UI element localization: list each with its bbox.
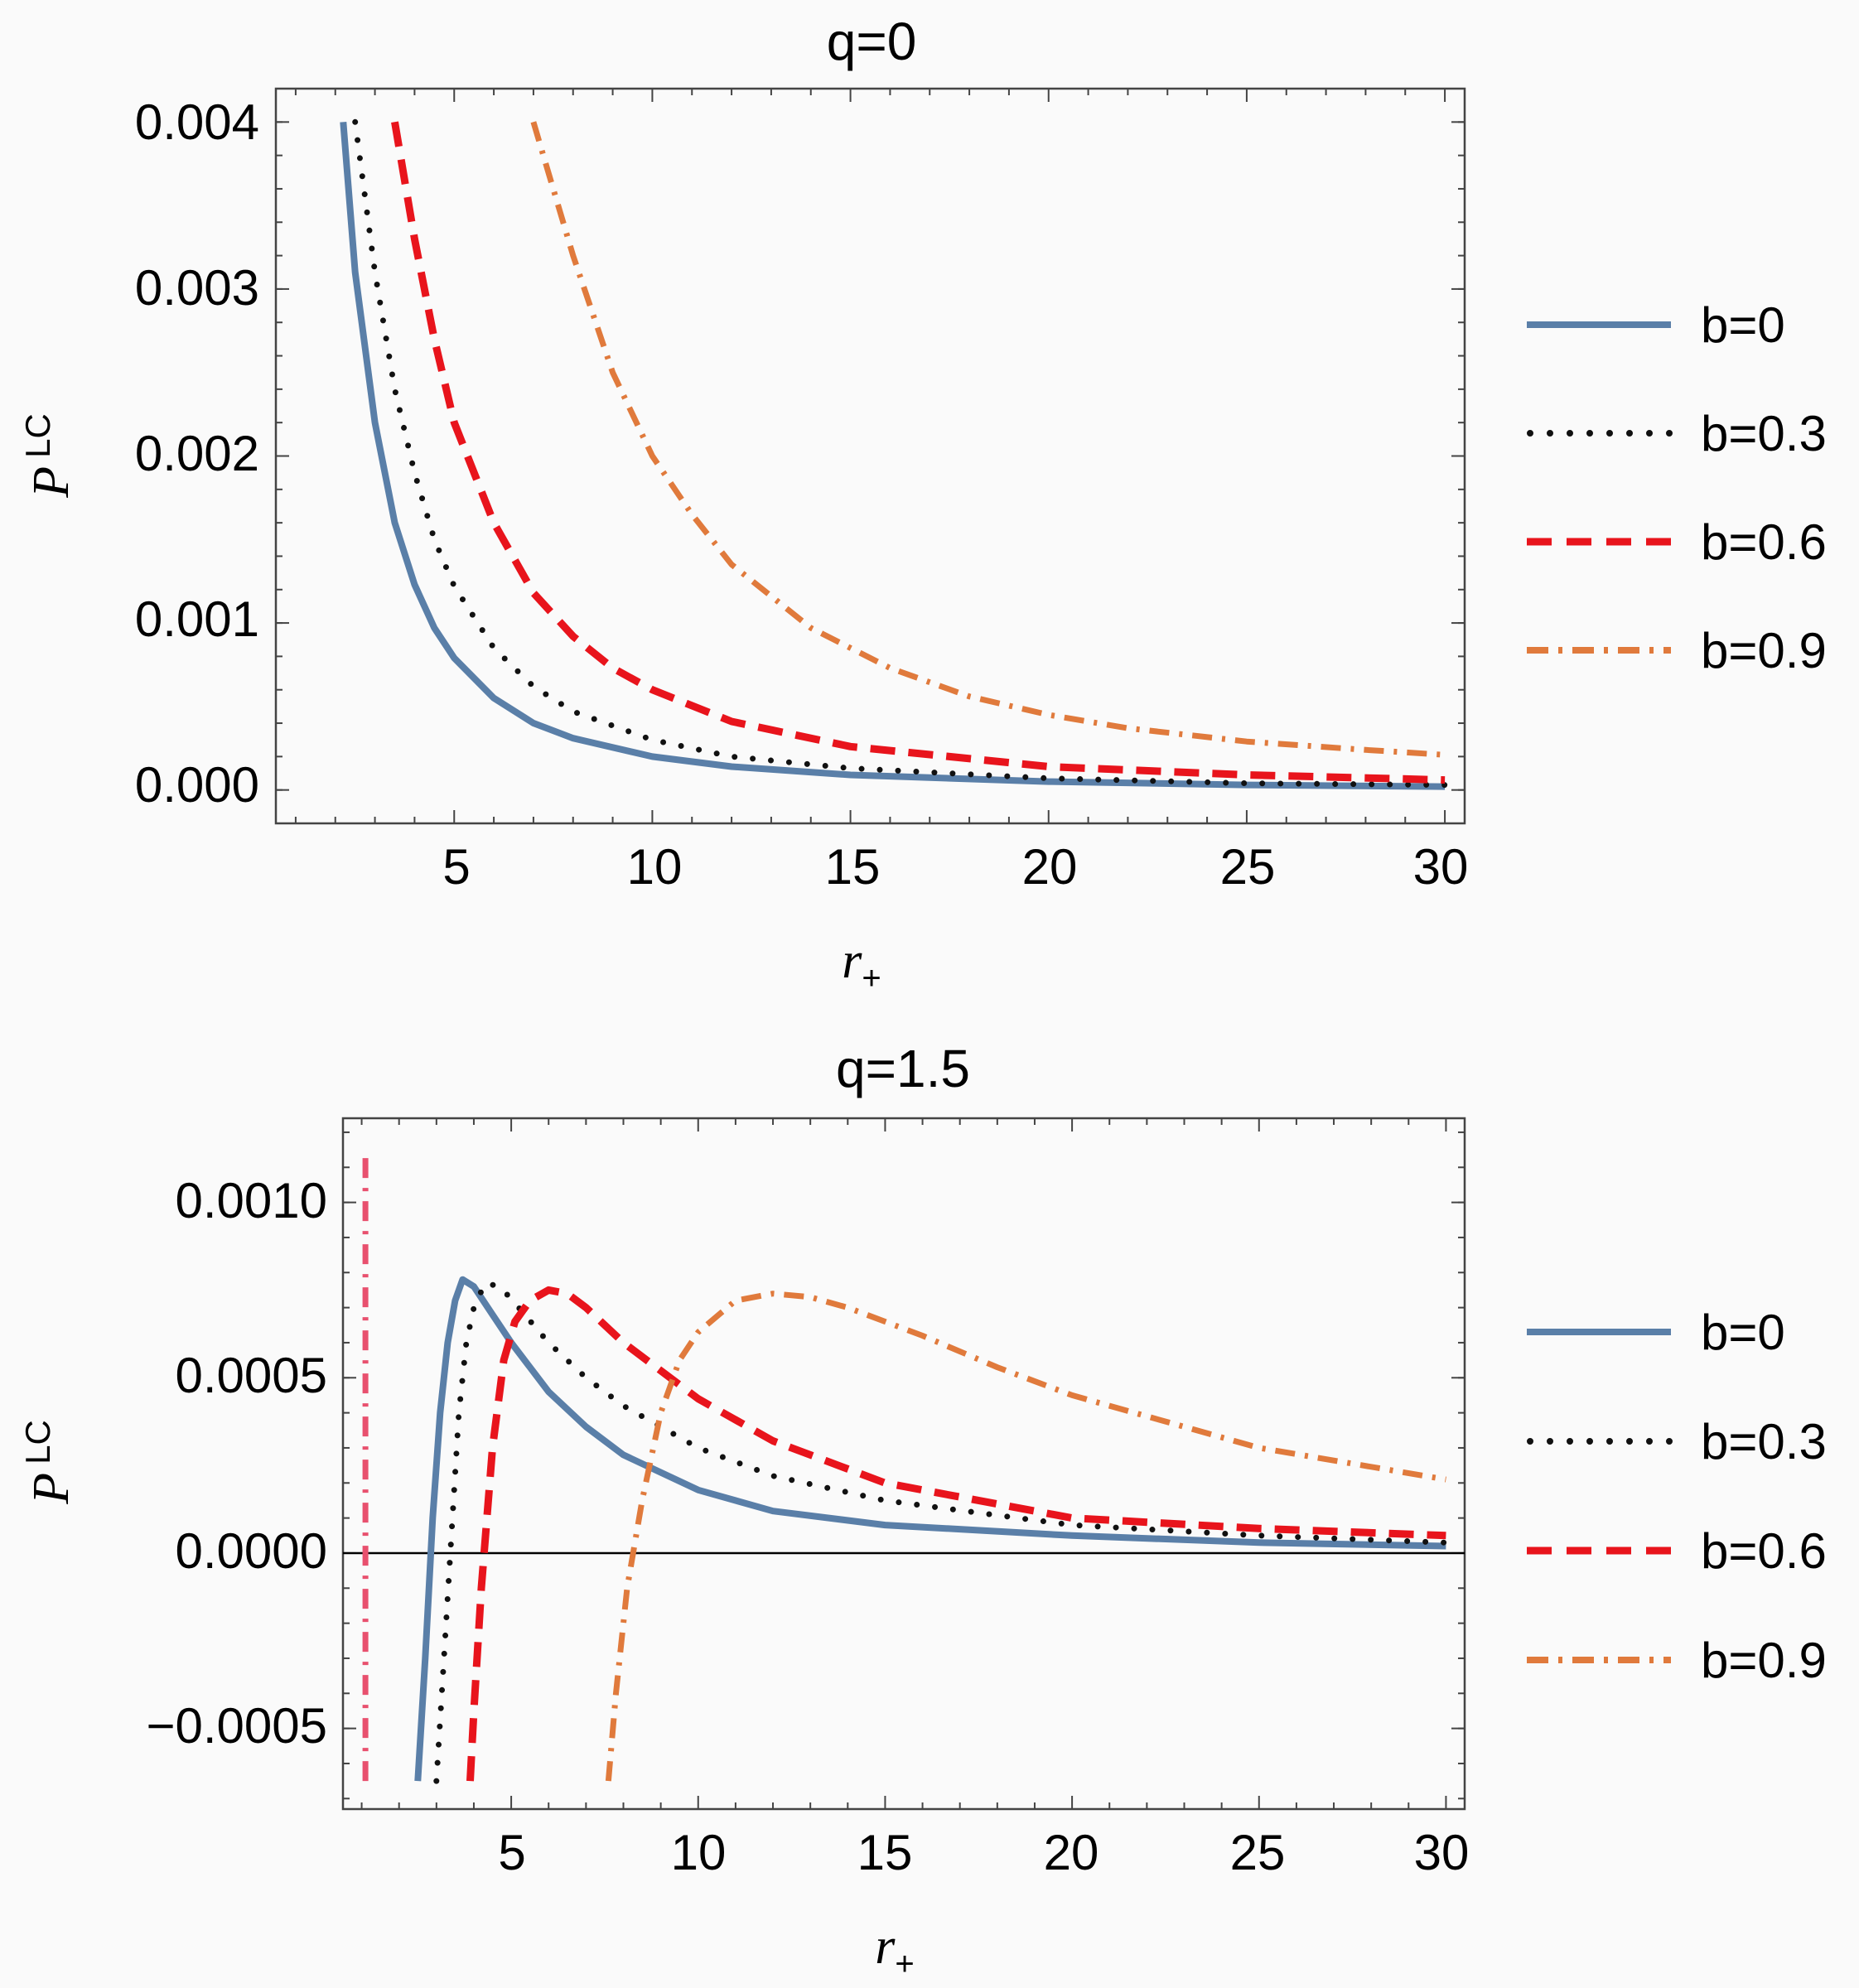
legend: b=0 b=0.3 b=0.6 b=0.9 [1527,1305,1827,1688]
plot-frame [341,1117,1466,1811]
y-tick-label: 0.000 [135,757,259,813]
legend-label: b=0.3 [1701,1414,1827,1469]
x-axis-label-sub: + [895,1946,914,1982]
y-tick-label: 0.003 [135,260,259,316]
chart-panel-q0: q=0 0.004 0.003 0.002 0.001 0.000 5 10 1… [18,12,1827,996]
x-axis-label: r+ [875,1918,915,1982]
x-tick-label: 5 [498,1825,525,1880]
y-axis-label: P LC [18,413,80,499]
tick-marks [276,89,1465,824]
series-group [362,1150,1449,1784]
x-axis-label-main: r [842,933,862,989]
legend-label: b=0.3 [1701,406,1827,461]
legend-label: b=0.9 [1701,1633,1827,1688]
tick-marks [343,1118,1465,1809]
y-tick-label: 0.002 [135,426,259,481]
y-axis-label-sup: LC [18,413,57,458]
x-tick-label: 10 [671,1825,727,1880]
x-tick-label: 20 [1022,839,1078,895]
series-line-b-0-3 [433,1280,1449,1784]
y-tick-label: 0.004 [135,94,259,150]
x-tick-label: 25 [1230,1825,1286,1880]
chart-panel-q1-5: q=1.5 0.0010 0.0005 0.0000 −0.0005 5 10 … [18,1039,1827,1982]
y-tick-label: 0.001 [135,591,259,647]
chart-title: q=1.5 [836,1039,970,1098]
x-tick-label: 5 [442,839,470,895]
series-line-b-0-9 [530,121,1446,758]
y-tick-label: 0.0000 [175,1523,327,1579]
x-tick-label: 25 [1220,839,1276,895]
x-tick-label: 30 [1413,839,1469,895]
x-axis-label-main: r [875,1918,896,1975]
plot-frame [274,87,1466,825]
y-axis-label-main: P [23,466,80,499]
series-group [340,118,1448,790]
x-axis-label-sub: + [862,960,881,996]
y-axis-label-main: P [23,1473,80,1505]
legend-label: b=0.6 [1701,514,1827,570]
y-tick-label: −0.0005 [146,1698,327,1754]
legend: b=0 b=0.3 b=0.6 b=0.9 [1527,297,1827,678]
legend-label: b=0 [1701,297,1785,353]
x-axis-label: r+ [842,933,881,996]
legend-label: b=0.9 [1701,623,1827,678]
series-line-b-0-6 [391,121,1446,784]
x-tick-label: 30 [1414,1825,1470,1880]
x-tick-label: 20 [1044,1825,1099,1880]
series-line-b-0-6 [466,1286,1446,1782]
series-line-b-0-9 [605,1291,1446,1782]
legend-label: b=0 [1701,1305,1785,1360]
x-tick-label: 15 [825,839,881,895]
y-tick-label: 0.0010 [175,1173,327,1228]
y-tick-label: 0.0005 [175,1348,327,1403]
x-tick-label: 15 [857,1825,913,1880]
legend-label: b=0.6 [1701,1523,1827,1579]
y-axis-label-sup: LC [18,1420,57,1464]
chart-title: q=0 [827,12,917,71]
y-axis-label: P LC [18,1420,80,1505]
x-tick-label: 10 [627,839,683,895]
series-line-b-0 [340,121,1446,790]
